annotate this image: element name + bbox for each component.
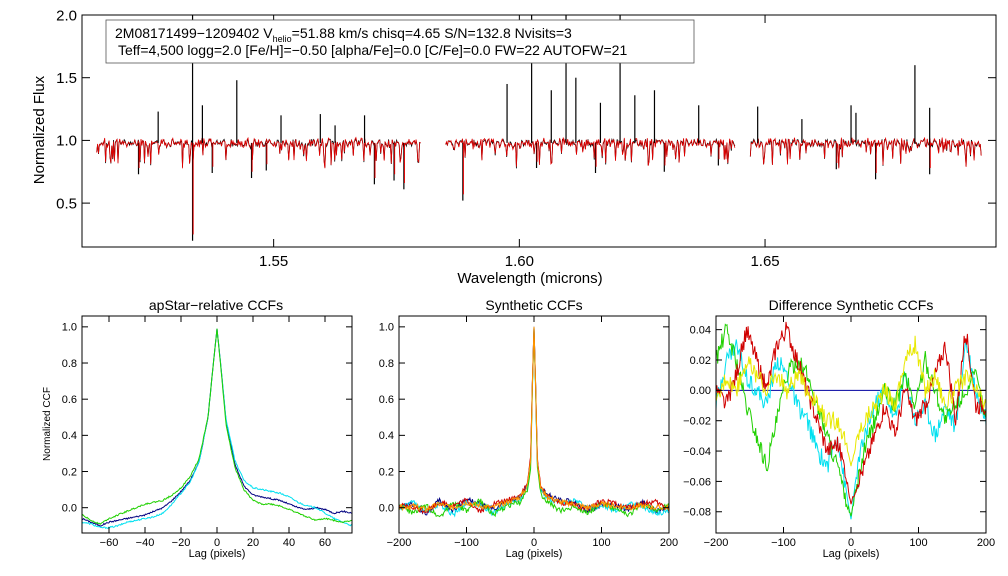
ccf-apstar-ticks: −60 −40 −20 0 20 40 60 0.0 0.2 0.4 0.6 0.8 1.0	[62, 316, 352, 549]
ccf-series-line-5	[399, 326, 669, 513]
ccf-series-line-4	[399, 326, 669, 514]
ccf-panel-apstar: apStar−relative CCFs −60 −40 −20 0 20 40 60 0.0…	[42, 297, 353, 560]
y-tick-label: 1.0	[62, 322, 77, 334]
series-group	[82, 328, 352, 530]
series-group	[399, 326, 669, 518]
y-tick-label: 0.02	[690, 355, 711, 367]
y-tick-label: 0.2	[379, 466, 394, 478]
ccf-series-line-1	[716, 339, 986, 520]
y-tick-label: −0.08	[683, 507, 711, 519]
ccf-apstar-axes-frame	[81, 315, 353, 534]
ccf-panel-synthetic: Synthetic CCFs −200 −100 0 100 200 0.0 0.2 0.4 0…	[379, 297, 678, 560]
ccf-apstar-plot-area	[82, 328, 352, 530]
x-tick-label: 200	[660, 537, 678, 549]
y-tick-label: 0.2	[62, 466, 77, 478]
x-tick-label: 60	[319, 537, 331, 549]
y-tick-label: −0.02	[683, 416, 711, 428]
spectrum-axes-frame	[81, 14, 997, 248]
x-tick-label: 0	[848, 537, 854, 549]
x-tick-label: −100	[771, 537, 796, 549]
model-spectrum-chip-3	[749, 136, 982, 169]
ccf-difference-x-axis-label: Lag (pixels)	[823, 548, 880, 560]
ccf-apstar-x-axis-label: Lag (pixels)	[189, 548, 246, 560]
y-tick-label: 0.6	[379, 394, 394, 406]
ccf-series-line-1	[399, 326, 669, 516]
y-tick-label: 0.5	[56, 195, 77, 212]
y-tick-label: 2.0	[56, 7, 77, 24]
y-tick-label: 1.5	[56, 70, 77, 87]
ccf-series-line-3	[716, 321, 986, 505]
x-tick-label: 100	[909, 537, 927, 549]
x-tick-label: 1.65	[750, 253, 779, 270]
x-tick-label: 40	[283, 537, 295, 549]
ccf-series-line-2	[82, 328, 352, 530]
y-tick-label: 0.8	[379, 358, 394, 370]
y-tick-label: 0.4	[379, 430, 394, 442]
spectrum-x-axis-label: Wavelength (microns)	[457, 270, 602, 287]
y-tick-label: 0.8	[62, 358, 77, 370]
ccf-series-line-1	[82, 328, 352, 527]
ccf-panel-difference: Difference Synthetic CCFs −200 −100 0 100 20…	[683, 297, 995, 560]
annotation-line-1: 2M08171499−1209402 Vhelio=51.88 km/s chi…	[115, 25, 572, 44]
ccf-series-line-2	[716, 323, 986, 517]
x-tick-label: 100	[592, 537, 610, 549]
x-tick-label: 200	[977, 537, 995, 549]
y-tick-label: 0.4	[62, 430, 77, 442]
y-tick-label: 1.0	[379, 322, 394, 334]
x-tick-label: −60	[100, 537, 119, 549]
ccf-series-line-3	[399, 328, 669, 518]
x-tick-label: 0	[214, 537, 220, 549]
ccf-difference-ticks: −200 −100 0 100 200 −0.08 −0.06 −0.04 −0.02 0.00 0…	[683, 316, 995, 549]
ccf-synthetic-title: Synthetic CCFs	[485, 297, 582, 313]
ccf-synthetic-ticks: −200 −100 0 100 200 0.0 0.2 0.4 0.6 0.8 1.0	[379, 316, 678, 549]
y-tick-label: 1.0	[56, 133, 77, 150]
x-tick-label: −200	[704, 537, 729, 549]
y-tick-label: −0.06	[683, 476, 711, 488]
y-tick-label: 0.00	[690, 385, 711, 397]
model-spectrum-chip-1	[96, 136, 421, 169]
spectrum-panel: 1.55 1.60 1.65 0.5 1.0 1.5 2.0 Wavelength (mic…	[31, 7, 997, 287]
spectrum-ticks: 1.55 1.60 1.65 0.5 1.0 1.5 2.0	[56, 7, 996, 270]
y-tick-label: 0.04	[690, 325, 711, 337]
y-tick-label: 0.0	[62, 503, 77, 515]
x-tick-label: −200	[387, 537, 412, 549]
spectrum-plot-area	[96, 15, 982, 241]
series-group	[716, 321, 986, 520]
x-tick-label: 20	[247, 537, 259, 549]
ccf-synthetic-x-axis-label: Lag (pixels)	[506, 548, 563, 560]
y-tick-label: −0.04	[683, 446, 711, 458]
x-tick-label: −100	[454, 537, 479, 549]
x-tick-label: 0	[531, 537, 537, 549]
spectrum-lines	[96, 15, 982, 241]
ccf-difference-plot-area	[716, 321, 986, 520]
ccf-difference-title: Difference Synthetic CCFs	[769, 297, 934, 313]
x-tick-label: −40	[136, 537, 155, 549]
ccf-synthetic-plot-area	[399, 326, 669, 518]
ccf-apstar-title: apStar−relative CCFs	[149, 297, 283, 313]
model-spectrum-chip-2	[445, 137, 736, 167]
spectrum-annotation-box: 2M08171499−1209402 Vhelio=51.88 km/s chi…	[105, 19, 695, 64]
ccf-series-line-4	[716, 335, 986, 467]
annotation-box-frame	[105, 19, 695, 64]
ccf-series-line-3	[82, 328, 352, 525]
x-tick-label: −20	[172, 537, 191, 549]
ccf-series-line-2	[399, 326, 669, 518]
ccf-apstar-y-axis-label: Normalized CCF	[42, 387, 53, 461]
x-tick-label: 1.60	[505, 253, 534, 270]
annotation-line-2: Teff=4,500 logg=2.0 [Fe/H]=−0.50 [alpha/…	[118, 42, 627, 58]
x-tick-label: 1.55	[259, 253, 288, 270]
y-tick-label: 0.0	[379, 503, 394, 515]
spectrum-y-axis-label: Normalized Flux	[31, 75, 48, 184]
y-tick-label: 0.6	[62, 394, 77, 406]
